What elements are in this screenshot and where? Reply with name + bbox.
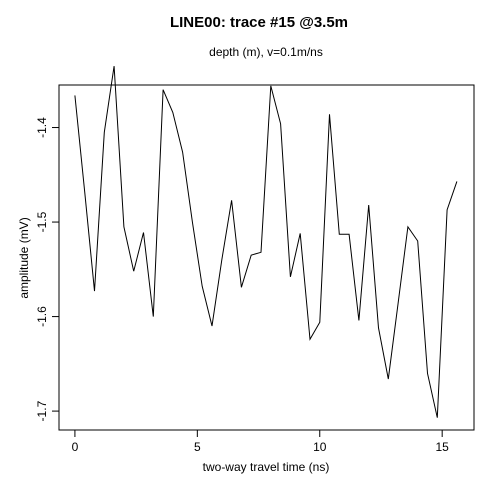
x-axis-label: two-way travel time (ns) [203,460,330,474]
x-tick-label: 0 [72,440,79,454]
x-axis: 0 5 10 15 [72,430,449,454]
x-tick-label: 10 [313,440,327,454]
y-tick-label: -1.4 [35,117,49,138]
y-tick-label: -1.6 [35,306,49,327]
y-tick-label: -1.5 [35,211,49,232]
x-tick-label: 15 [435,440,449,454]
series-line [74,66,458,418]
y-axis-label: amplitude (mV) [17,217,31,298]
plot-frame [58,84,475,431]
chart-title: LINE00: trace #15 @3.5m [170,14,348,31]
y-axis: -1.4 -1.5 -1.6 -1.7 [35,117,59,421]
x-tick-label: 5 [194,440,201,454]
chart-subtitle: depth (m), v=0.1m/ns [209,45,323,59]
y-tick-label: -1.7 [35,400,49,421]
